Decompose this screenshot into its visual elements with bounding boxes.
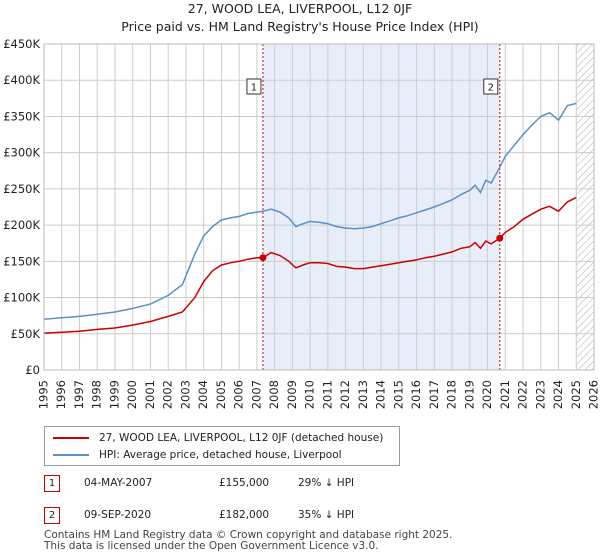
- chart-title: 27, WOOD LEA, LIVERPOOL, L12 0JF: [188, 1, 412, 16]
- y-tick-label: £100K: [3, 291, 40, 305]
- x-tick-label: 2017: [427, 380, 441, 409]
- transaction-date: 04-MAY-2007: [84, 477, 153, 489]
- price-line-swatch: [53, 437, 89, 439]
- x-tick-label: 1995: [37, 380, 51, 409]
- transaction-row-2: 2 09-SEP-2020 £182,000 35% ↓ HPI: [44, 507, 464, 525]
- x-tick-label: 1999: [107, 380, 121, 409]
- legend-price-label: 27, WOOD LEA, LIVERPOOL, L12 0JF (detach…: [99, 432, 384, 444]
- x-tick-label: 2015: [391, 380, 405, 409]
- marker-2-label: 2: [488, 83, 494, 94]
- x-tick-label: 2000: [125, 380, 139, 409]
- x-tick-label: 1998: [90, 380, 104, 409]
- transaction-price: £182,000: [219, 509, 270, 521]
- x-tick-label: 2020: [480, 380, 494, 409]
- y-tick-label: £350K: [3, 109, 40, 123]
- marker-2-box: [483, 78, 499, 95]
- footer-licence: This data is licensed under the Open Gov…: [44, 540, 379, 552]
- y-tick-label: £50K: [11, 327, 41, 341]
- hpi-line-swatch: [53, 454, 89, 456]
- y-tick-label: £250K: [3, 182, 40, 196]
- sale-point-1: [259, 254, 267, 262]
- x-tick-label: 2024: [551, 380, 565, 409]
- forecast-hatch: [576, 44, 594, 370]
- y-tick-label: £300K: [3, 146, 40, 160]
- legend-hpi-label: HPI: Average price, detached house, Live…: [99, 449, 342, 461]
- x-tick-label: 2014: [374, 380, 388, 409]
- x-tick-label: 1997: [72, 380, 86, 409]
- x-tick-label: 2026: [587, 380, 600, 409]
- x-tick-label: 2019: [462, 380, 476, 409]
- y-tick-label: £0: [25, 363, 40, 377]
- x-tick-label: 2025: [569, 380, 583, 409]
- x-tick-label: 2008: [267, 380, 281, 409]
- y-tick-label: £150K: [3, 254, 40, 268]
- transaction-hpi-diff: 35% ↓ HPI: [298, 509, 355, 521]
- x-tick-label: 2023: [533, 380, 547, 409]
- legend: 27, WOOD LEA, LIVERPOOL, L12 0JF (detach…: [44, 426, 400, 466]
- y-tick-label: £400K: [3, 73, 40, 87]
- x-tick-label: 2022: [516, 380, 530, 409]
- x-tick-label: 1996: [54, 380, 68, 409]
- sale-point-2: [496, 234, 504, 242]
- x-tick-label: 2009: [285, 380, 299, 409]
- plot-frame: [43, 43, 595, 371]
- chart: 27, WOOD LEA, LIVERPOOL, L12 0JF Price p…: [3, 1, 600, 409]
- x-tick-label: 2001: [143, 380, 157, 409]
- x-tick-label: 2013: [356, 380, 370, 409]
- x-tick-label: 2011: [320, 380, 334, 409]
- x-tick-label: 2004: [196, 380, 210, 409]
- x-tick-label: 2010: [303, 380, 317, 409]
- legend-item-price: 27, WOOD LEA, LIVERPOOL, L12 0JF (detach…: [53, 430, 383, 446]
- x-tick-label: 2002: [161, 380, 175, 409]
- footer-copyright: Contains HM Land Registry data © Crown c…: [44, 529, 453, 541]
- transaction-price: £155,000: [219, 477, 270, 489]
- x-tick-label: 2006: [232, 380, 246, 409]
- legend-item-hpi: HPI: Average price, detached house, Live…: [53, 447, 342, 463]
- x-tick-label: 2003: [178, 380, 192, 409]
- transaction-date: 09-SEP-2020: [84, 509, 152, 521]
- x-tick-label: 2005: [214, 380, 228, 409]
- chart-subtitle: Price paid vs. HM Land Registry's House …: [121, 19, 478, 34]
- x-tick-label: 2012: [338, 380, 352, 409]
- transaction-row-1: 1 04-MAY-2007 £155,000 29% ↓ HPI: [44, 475, 464, 493]
- x-tick-label: 2018: [445, 380, 459, 409]
- hpi-line: [43, 102, 577, 321]
- x-tick-label: 2021: [498, 380, 512, 409]
- transaction-number: 2: [44, 507, 60, 524]
- x-tick-label: 2007: [249, 380, 263, 409]
- footer: Contains HM Land Registry data © Crown c…: [44, 530, 452, 552]
- marker-1-label: 1: [251, 83, 257, 94]
- x-tick-label: 2016: [409, 380, 423, 409]
- y-tick-label: £200K: [3, 218, 40, 232]
- marker-1-box: [246, 78, 262, 95]
- transaction-number: 1: [44, 475, 60, 492]
- y-tick-label: £450K: [3, 37, 40, 51]
- transaction-hpi-diff: 29% ↓ HPI: [298, 477, 355, 489]
